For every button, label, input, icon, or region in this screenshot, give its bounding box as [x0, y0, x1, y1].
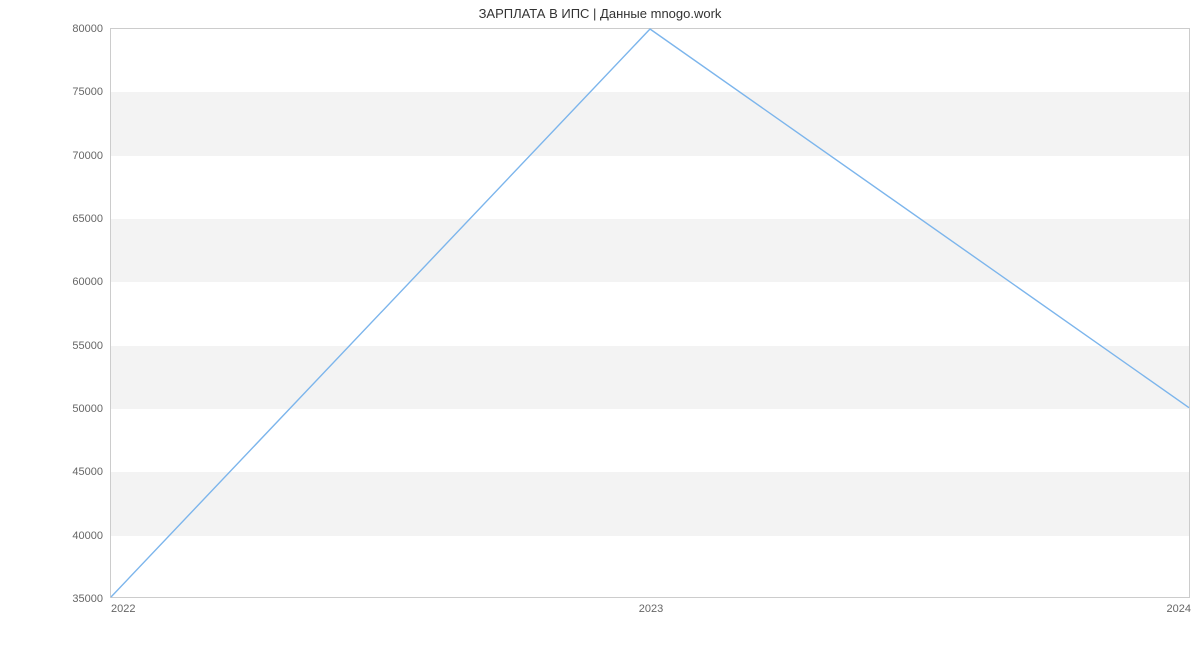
salary-line-chart: ЗАРПЛАТА В ИПС | Данные mnogo.work 35000…: [0, 0, 1200, 650]
y-tick-label: 45000: [72, 466, 111, 478]
chart-title: ЗАРПЛАТА В ИПС | Данные mnogo.work: [0, 6, 1200, 21]
line-layer: [111, 29, 1189, 597]
series-line-salary: [111, 29, 1189, 597]
y-tick-label: 50000: [72, 403, 111, 415]
plot-area: 3500040000450005000055000600006500070000…: [110, 28, 1190, 598]
x-tick-label: 2023: [639, 597, 663, 615]
y-tick-label: 80000: [72, 23, 111, 35]
y-tick-label: 35000: [72, 593, 111, 605]
y-tick-label: 65000: [72, 213, 111, 225]
y-tick-label: 55000: [72, 340, 111, 352]
y-tick-label: 60000: [72, 276, 111, 288]
x-tick-label: 2022: [111, 597, 135, 615]
y-tick-label: 70000: [72, 150, 111, 162]
y-tick-label: 75000: [72, 86, 111, 98]
y-tick-label: 40000: [72, 530, 111, 542]
x-tick-label: 2024: [1167, 597, 1191, 615]
